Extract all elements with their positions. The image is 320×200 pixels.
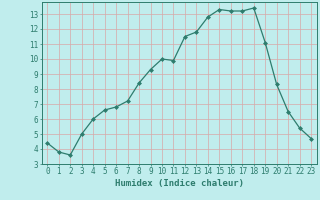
X-axis label: Humidex (Indice chaleur): Humidex (Indice chaleur) — [115, 179, 244, 188]
